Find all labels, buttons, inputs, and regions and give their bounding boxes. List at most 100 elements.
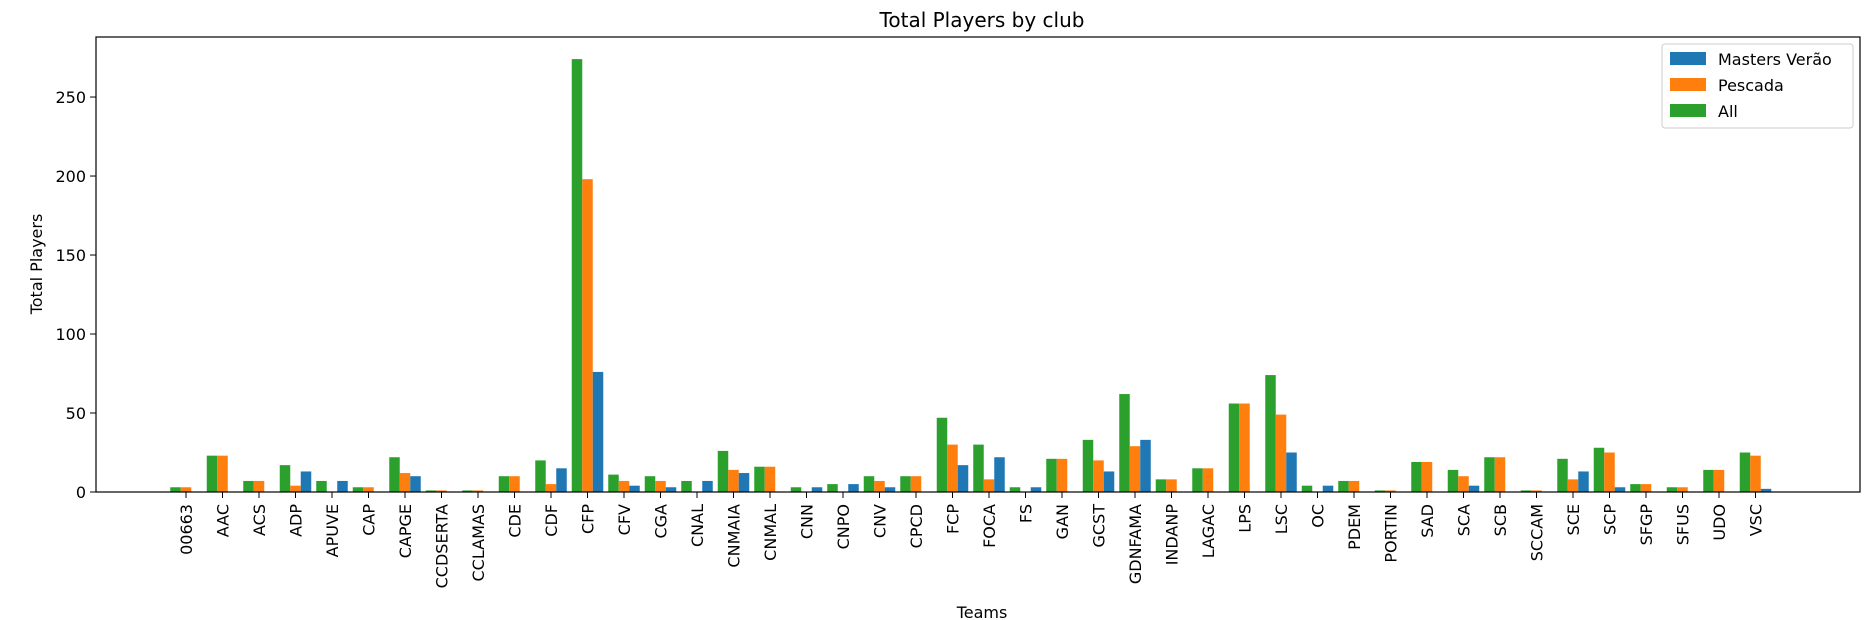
x-tick-label: SCB xyxy=(1491,504,1510,536)
bar xyxy=(848,484,859,492)
y-ticks: 0 50 100 150 200 250 xyxy=(55,88,96,502)
bar xyxy=(1301,485,1313,492)
legend-label: All xyxy=(1718,102,1738,121)
bar xyxy=(1166,479,1177,492)
bar xyxy=(702,480,713,492)
bar xyxy=(1009,487,1021,492)
bar xyxy=(1520,490,1532,492)
bar xyxy=(644,476,656,492)
bar xyxy=(1703,469,1714,492)
x-ticks: 00663 AAC ACS ADP APUVE CAP CAPGE CCDSERTA CCLAM… xyxy=(177,492,1766,588)
bar xyxy=(827,484,838,492)
bar xyxy=(900,476,911,492)
bar xyxy=(253,480,265,492)
bar xyxy=(206,455,218,492)
bar xyxy=(1093,460,1104,492)
bar xyxy=(180,487,192,492)
bar xyxy=(1531,490,1542,492)
x-tick-label: LPS xyxy=(1236,504,1255,533)
x-tick-label: VSC xyxy=(1747,504,1766,536)
bar xyxy=(410,476,421,492)
bar xyxy=(973,444,984,492)
x-tick-label: ACS xyxy=(250,504,269,536)
x-tick-label: FCP xyxy=(944,504,963,534)
bar xyxy=(1421,461,1433,492)
bar xyxy=(1275,414,1287,492)
bar xyxy=(936,417,948,492)
x-tick-label: GAN xyxy=(1053,504,1072,539)
legend-swatch xyxy=(1670,52,1706,65)
bar xyxy=(352,487,364,492)
x-tick-label: CCLAMAS xyxy=(469,504,488,581)
bar xyxy=(1155,479,1167,492)
bar xyxy=(1192,468,1203,492)
bar xyxy=(582,179,593,492)
bar xyxy=(1286,452,1297,492)
bar xyxy=(665,487,677,492)
x-tick-label: ADP xyxy=(287,504,306,537)
bar xyxy=(1739,452,1751,492)
bar xyxy=(592,371,604,492)
bar xyxy=(1760,488,1772,492)
x-tick-label: CAP xyxy=(360,504,379,536)
chart-title: Total Players by club xyxy=(879,8,1085,32)
x-tick-label: LAGAC xyxy=(1199,504,1218,558)
bar xyxy=(983,479,995,492)
x-tick-label: CFP xyxy=(579,504,598,534)
x-tick-label: CNMAL xyxy=(761,504,780,561)
x-tick-label: SCE xyxy=(1564,504,1583,535)
plot-frame xyxy=(95,36,1861,493)
x-tick-label: GCST xyxy=(1090,504,1109,548)
x-tick-label: CDE xyxy=(506,504,525,538)
x-tick-label: CDF xyxy=(542,504,561,537)
y-tick-label: 250 xyxy=(55,88,86,107)
bar xyxy=(425,490,437,492)
bar xyxy=(1494,457,1506,492)
bar xyxy=(618,480,630,492)
x-tick-label: AAC xyxy=(214,504,233,537)
bar xyxy=(629,485,640,492)
x-tick-label: FOCA xyxy=(980,504,999,548)
x-tick-label: 00663 xyxy=(177,504,196,555)
x-tick-label: SCCAM xyxy=(1528,504,1547,561)
bar xyxy=(462,490,473,492)
bar xyxy=(1129,446,1141,492)
bar xyxy=(556,468,567,492)
bar xyxy=(811,487,823,492)
legend-box xyxy=(1661,43,1854,129)
bar xyxy=(1140,439,1151,492)
y-tick-label: 200 xyxy=(55,167,86,186)
bar xyxy=(655,480,666,492)
x-tick-label: CCDSERTA xyxy=(433,504,452,588)
bar xyxy=(1578,471,1589,492)
bar xyxy=(1239,403,1250,492)
bar xyxy=(300,471,312,492)
y-tick-label: 0 xyxy=(76,483,86,502)
legend-swatch xyxy=(1670,78,1706,91)
bar xyxy=(535,460,546,492)
bar xyxy=(243,480,254,492)
bar xyxy=(571,59,583,493)
bar xyxy=(717,450,729,492)
bar xyxy=(1640,484,1652,492)
x-tick-label: FS xyxy=(1017,504,1036,523)
bar xyxy=(1630,484,1641,492)
bar xyxy=(1385,490,1396,492)
bar xyxy=(290,485,301,492)
x-tick-label: SFGP xyxy=(1637,504,1656,546)
bar xyxy=(1484,457,1495,492)
x-tick-label: CNMAIA xyxy=(725,504,744,568)
bar xyxy=(1228,403,1240,492)
bar xyxy=(994,457,1005,492)
bar xyxy=(1348,480,1360,492)
bar xyxy=(1374,490,1386,492)
x-axis-label: Teams xyxy=(956,603,1008,620)
x-tick-label: CFV xyxy=(615,504,634,535)
legend-swatch xyxy=(1670,104,1706,117)
bar xyxy=(863,476,875,492)
bar xyxy=(738,473,750,492)
bar xyxy=(337,480,348,492)
bar xyxy=(1614,487,1626,492)
x-tick-label: CNPO xyxy=(834,504,853,549)
